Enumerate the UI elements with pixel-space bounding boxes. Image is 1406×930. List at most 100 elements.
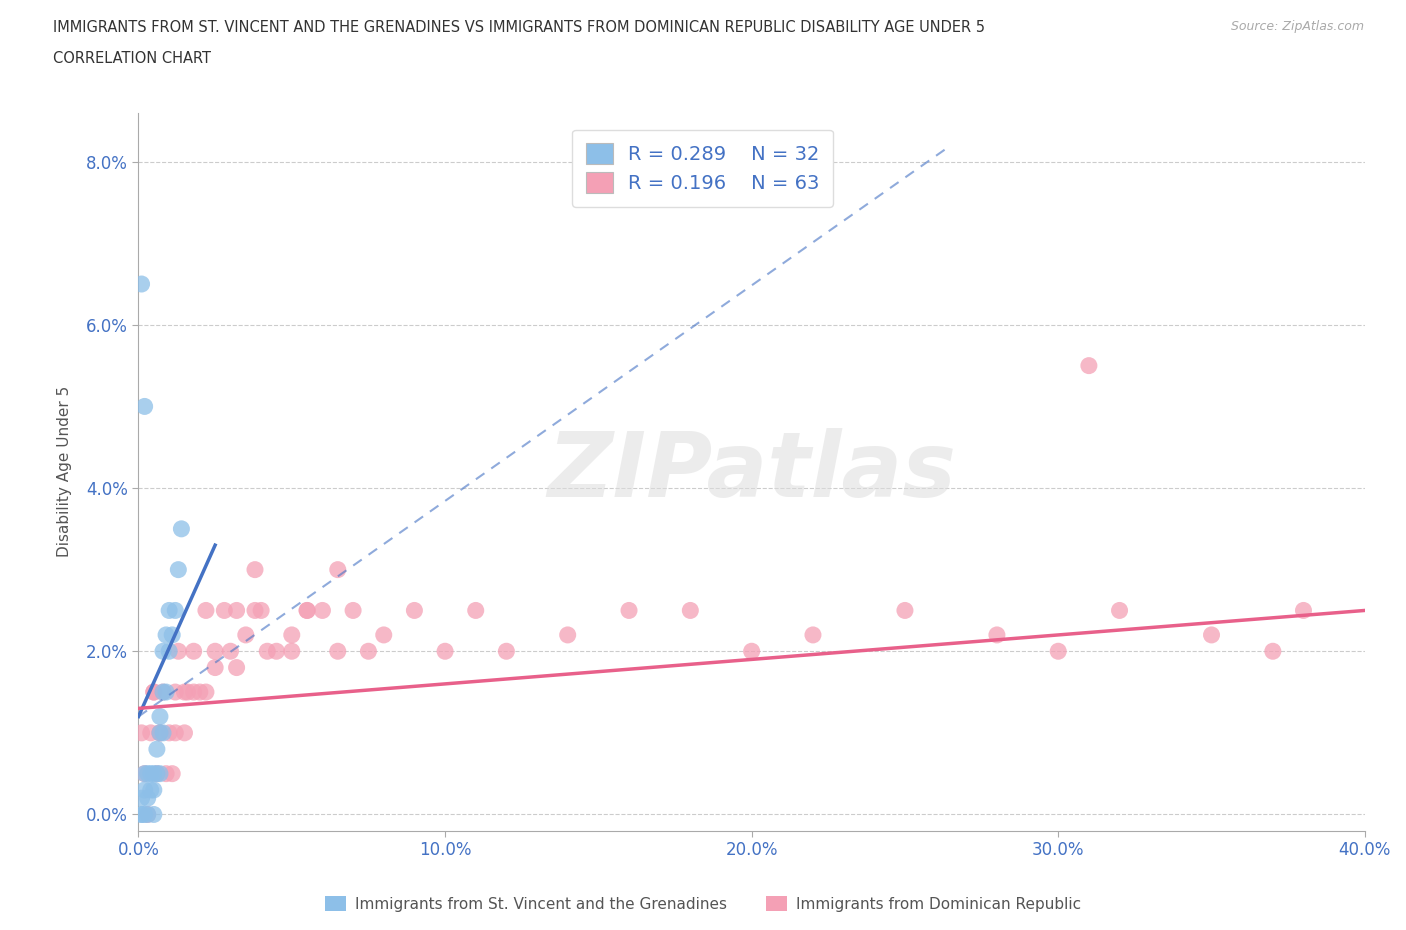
Point [149, 766, 172, 781]
Legend: R = 0.289    N = 32, R = 0.196    N = 63: R = 0.289 N = 32, R = 0.196 N = 63 [572, 129, 834, 207]
Point [295, 603, 318, 618]
Point [894, 603, 917, 618]
Point [149, 709, 172, 724]
Point [1077, 358, 1099, 373]
Point [160, 628, 183, 643]
Point [146, 766, 169, 781]
Point [266, 644, 288, 658]
Point [131, 790, 153, 805]
Point [1108, 603, 1130, 618]
Point [131, 807, 153, 822]
Point [139, 766, 162, 781]
Point [142, 807, 165, 822]
Point [214, 603, 236, 618]
Text: CORRELATION CHART: CORRELATION CHART [53, 51, 211, 66]
Point [136, 766, 159, 781]
Point [134, 782, 156, 797]
Point [139, 782, 162, 797]
Point [256, 644, 278, 658]
Point [155, 766, 177, 781]
Point [342, 603, 364, 618]
Point [134, 766, 156, 781]
Point [167, 644, 190, 658]
Point [152, 644, 174, 658]
Point [281, 644, 304, 658]
Point [1292, 603, 1315, 618]
Point [167, 563, 190, 578]
Point [136, 807, 159, 822]
Point [146, 766, 169, 781]
Point [149, 725, 172, 740]
Point [311, 603, 333, 618]
Point [173, 725, 195, 740]
Point [679, 603, 702, 618]
Point [152, 684, 174, 699]
Point [136, 790, 159, 805]
Point [326, 563, 349, 578]
Point [142, 782, 165, 797]
Point [250, 603, 273, 618]
Point [155, 628, 177, 643]
Point [434, 644, 457, 658]
Point [134, 807, 156, 822]
Point [741, 644, 763, 658]
Point [188, 684, 211, 699]
Text: ZIPatlas: ZIPatlas [547, 428, 956, 516]
Point [142, 684, 165, 699]
Point [176, 684, 198, 699]
Point [155, 684, 177, 699]
Point [801, 628, 824, 643]
Point [464, 603, 486, 618]
Point [160, 766, 183, 781]
Point [149, 725, 172, 740]
Point [243, 563, 266, 578]
Point [281, 628, 304, 643]
Point [146, 742, 169, 757]
Point [165, 603, 187, 618]
Point [1047, 644, 1070, 658]
Point [986, 628, 1008, 643]
Point [152, 684, 174, 699]
Point [204, 644, 226, 658]
Point [157, 725, 180, 740]
Point [136, 807, 159, 822]
Point [295, 603, 318, 618]
Point [173, 684, 195, 699]
Point [204, 660, 226, 675]
Point [557, 628, 579, 643]
Point [139, 725, 162, 740]
Point [373, 628, 395, 643]
Point [617, 603, 640, 618]
Point [219, 644, 242, 658]
Point [134, 766, 156, 781]
Point [495, 644, 517, 658]
Point [194, 684, 217, 699]
Point [357, 644, 380, 658]
Point [1261, 644, 1284, 658]
Point [183, 644, 205, 658]
Y-axis label: Disability Age Under 5: Disability Age Under 5 [58, 386, 72, 557]
Text: IMMIGRANTS FROM ST. VINCENT AND THE GRENADINES VS IMMIGRANTS FROM DOMINICAN REPU: IMMIGRANTS FROM ST. VINCENT AND THE GREN… [53, 20, 986, 35]
Point [235, 628, 257, 643]
Legend: Immigrants from St. Vincent and the Grenadines, Immigrants from Dominican Republ: Immigrants from St. Vincent and the Gren… [319, 889, 1087, 918]
Point [131, 807, 153, 822]
Point [165, 725, 187, 740]
Point [131, 725, 153, 740]
Point [165, 684, 187, 699]
Point [326, 644, 349, 658]
Point [152, 725, 174, 740]
Point [183, 684, 205, 699]
Point [243, 603, 266, 618]
Point [149, 725, 172, 740]
Point [225, 603, 247, 618]
Point [194, 603, 217, 618]
Point [142, 684, 165, 699]
Point [134, 399, 156, 414]
Point [157, 644, 180, 658]
Point [170, 522, 193, 537]
Point [1201, 628, 1223, 643]
Point [404, 603, 426, 618]
Point [142, 766, 165, 781]
Point [131, 276, 153, 291]
Point [225, 660, 247, 675]
